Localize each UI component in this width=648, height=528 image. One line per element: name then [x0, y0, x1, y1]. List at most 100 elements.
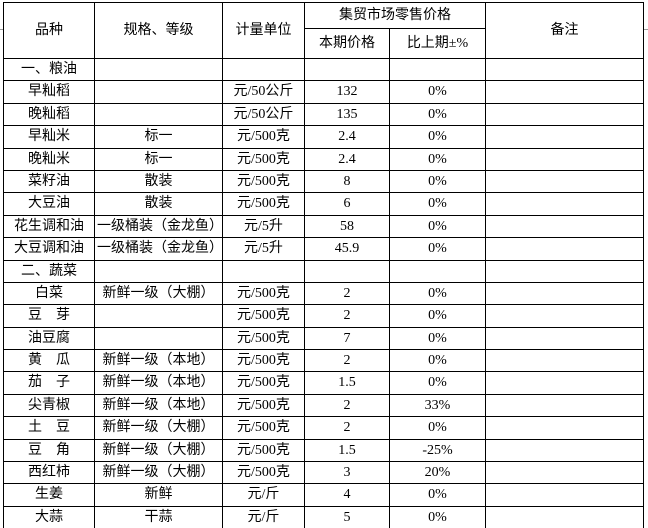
col-header-change-vs-last: 比上期±% [389, 28, 486, 59]
cell-remark [485, 304, 644, 328]
cell-remark [485, 125, 644, 149]
cell-variety: 大豆调和油 [3, 237, 95, 261]
cell-variety: 早籼米 [3, 125, 95, 149]
cell-current-price: 1.5 [304, 371, 390, 395]
cell-current-price: 2.4 [304, 147, 390, 171]
cell-variety: 尖青椒 [3, 393, 95, 418]
cell-change-vs-last [389, 259, 486, 283]
section-row: 一、粮油 [3, 57, 644, 82]
col-header-current-price: 本期价格 [304, 28, 390, 59]
cell-spec-grade [94, 57, 223, 82]
cell-remark [485, 393, 644, 418]
cell-variety: 生姜 [3, 483, 95, 507]
cell-change-vs-last: 0% [389, 192, 486, 216]
cell-remark [485, 80, 644, 104]
cell-variety: 一、粮油 [3, 57, 95, 82]
cell-variety: 豆 角 [3, 438, 95, 463]
cell-spec-grade: 标一 [94, 125, 223, 149]
cell-remark [485, 102, 644, 127]
cell-variety: 油豆腐 [3, 326, 95, 351]
cell-remark [485, 169, 644, 194]
cell-unit: 元/500克 [222, 349, 305, 373]
cell-remark [485, 192, 644, 216]
cell-unit: 元/500克 [222, 304, 305, 328]
cell-unit: 元/500克 [222, 147, 305, 171]
table-row: 白菜 新鲜一级（大棚） 元/500克 2 0% [3, 281, 644, 306]
cell-spec-grade: 干蒜 [94, 505, 223, 528]
table-row: 尖青椒 新鲜一级（本地） 元/500克 2 33% [3, 393, 644, 418]
table-row: 油豆腐 元/500克 7 0% [3, 326, 644, 351]
cell-current-price [304, 259, 390, 283]
cell-unit: 元/500克 [222, 371, 305, 395]
margin-gridline-tick-left [0, 29, 3, 30]
cell-unit: 元/5升 [222, 214, 305, 239]
cell-spec-grade: 标一 [94, 147, 223, 171]
cell-current-price: 2 [304, 393, 390, 418]
cell-remark [485, 326, 644, 351]
section-row: 二、蔬菜 [3, 259, 644, 283]
cell-remark [485, 214, 644, 239]
cell-variety: 花生调和油 [3, 214, 95, 239]
cell-change-vs-last: 0% [389, 416, 486, 440]
cell-remark [485, 483, 644, 507]
cell-remark [485, 281, 644, 306]
cell-variety: 大豆油 [3, 192, 95, 216]
cell-variety: 白菜 [3, 281, 95, 306]
cell-unit: 元/斤 [222, 483, 305, 507]
cell-current-price: 135 [304, 102, 390, 127]
cell-spec-grade: 新鲜 [94, 483, 223, 507]
cell-remark [485, 371, 644, 395]
cell-current-price: 2 [304, 349, 390, 373]
cell-change-vs-last: 0% [389, 326, 486, 351]
col-header-unit: 计量单位 [222, 2, 305, 59]
cell-spec-grade: 一级桶装（金龙鱼） [94, 237, 223, 261]
cell-spec-grade: 新鲜一级（大棚） [94, 438, 223, 463]
table-row: 菜籽油 散装 元/500克 8 0% [3, 169, 644, 194]
cell-variety: 晚籼米 [3, 147, 95, 171]
cell-unit: 元/500克 [222, 326, 305, 351]
cell-spec-grade [94, 80, 223, 104]
cell-unit: 元/50公斤 [222, 102, 305, 127]
cell-current-price: 132 [304, 80, 390, 104]
cell-change-vs-last [389, 57, 486, 82]
cell-spec-grade: 新鲜一级（本地） [94, 371, 223, 395]
cell-current-price: 8 [304, 169, 390, 194]
table-row: 早籼稻 元/50公斤 132 0% [3, 80, 644, 104]
cell-remark [485, 237, 644, 261]
table-header: 品种 规格、等级 计量单位 集贸市场零售价格 备注 本期价格 比上期±% [3, 2, 644, 59]
cell-unit: 元/5升 [222, 237, 305, 261]
cell-change-vs-last: -25% [389, 438, 486, 463]
table-row: 土 豆新鲜一级（大棚） 元/500克 2 0% [3, 416, 644, 440]
cell-spec-grade: 一级桶装（金龙鱼） [94, 214, 223, 239]
cell-unit: 元/500克 [222, 393, 305, 418]
table-row: 晚籼米 标一 元/500克 2.4 0% [3, 147, 644, 171]
cell-current-price: 3 [304, 461, 390, 485]
cell-change-vs-last: 0% [389, 505, 486, 528]
cell-change-vs-last: 0% [389, 80, 486, 104]
table-body: 一、粮油 早籼稻 元/50公斤 132 0% 晚籼稻 元/50公斤 135 0% 早籼米 标一 元/5… [3, 57, 644, 528]
table-row: 西红柿 新鲜一级（大棚） 元/500克 3 20% [3, 461, 644, 485]
cell-change-vs-last: 0% [389, 349, 486, 373]
cell-unit: 元/500克 [222, 438, 305, 463]
cell-variety: 黄 瓜 [3, 349, 95, 373]
cell-current-price: 58 [304, 214, 390, 239]
col-header-retail-price-group: 集贸市场零售价格 [304, 2, 486, 29]
cell-spec-grade [94, 259, 223, 283]
col-header-variety: 品种 [3, 2, 95, 59]
cell-current-price: 45.9 [304, 237, 390, 261]
cell-current-price: 4 [304, 483, 390, 507]
cell-change-vs-last: 0% [389, 214, 486, 239]
cell-change-vs-last: 20% [389, 461, 486, 485]
cell-variety: 土 豆 [3, 416, 95, 440]
cell-unit: 元/500克 [222, 125, 305, 149]
cell-variety: 豆 芽 [3, 304, 95, 328]
table-row: 豆 角新鲜一级（大棚） 元/500克 1.5 -25% [3, 438, 644, 463]
cell-remark [485, 461, 644, 485]
cell-current-price: 2.4 [304, 125, 390, 149]
cell-remark [485, 416, 644, 440]
table-row: 花生调和油 一级桶装（金龙鱼） 元/5升 58 0% [3, 214, 644, 239]
cell-change-vs-last: 0% [389, 304, 486, 328]
cell-unit [222, 57, 305, 82]
cell-remark [485, 505, 644, 528]
col-header-spec-grade: 规格、等级 [94, 2, 223, 59]
